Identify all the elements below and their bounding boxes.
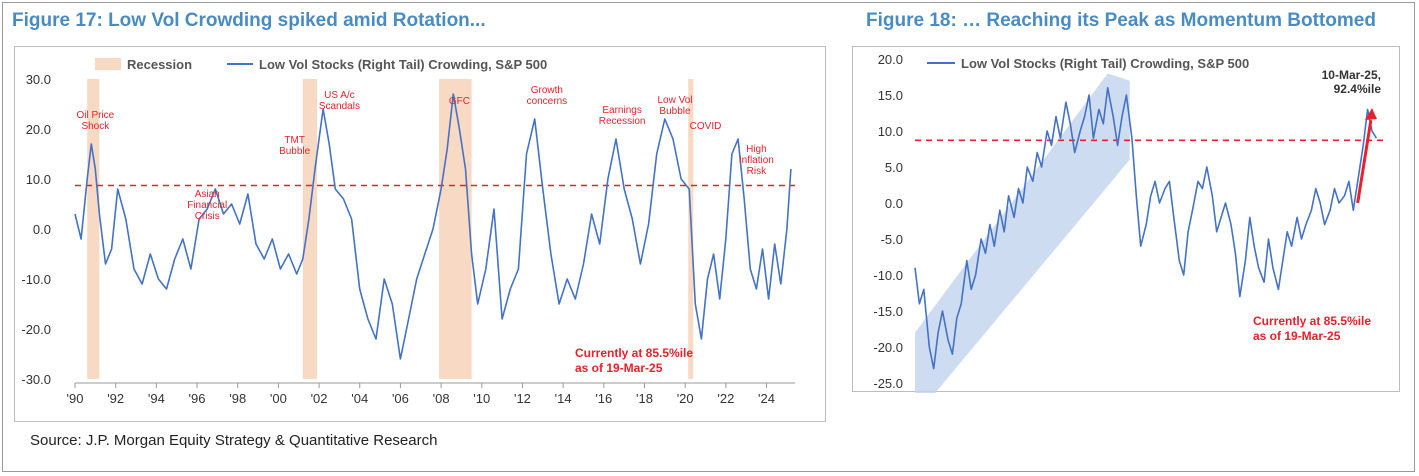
recession-band [439, 79, 472, 379]
x-tick-label: '92 [107, 391, 124, 406]
annotation-label: Scandals [319, 101, 360, 112]
annotation-label: Bubble [279, 146, 311, 157]
annotation-label: Asian [195, 189, 220, 200]
callout-label: as of 19-Mar-25 [1253, 329, 1341, 343]
annotation-label: Crisis [195, 211, 220, 222]
x-tick-label: '02 [311, 391, 328, 406]
annotation-label: Growth [531, 85, 563, 96]
y-tick-label: 10.0 [26, 172, 51, 187]
figure-18-title: Figure 18: … Reaching its Peak as Moment… [866, 10, 1376, 31]
x-tick-label: '06 [392, 391, 409, 406]
y-tick-label: 30.0 [26, 72, 51, 87]
x-tick-label: '96 [189, 391, 206, 406]
x-tick-label: '10 [473, 391, 490, 406]
legend-recession-label: Recession [127, 57, 192, 72]
peak-arrow-shaft [1356, 119, 1373, 204]
x-tick-label: '16 [595, 391, 612, 406]
x-tick-label: '24 [758, 391, 775, 406]
y-tick-label: -20.0 [21, 322, 51, 337]
callout-label: Currently at 85.5%ile [575, 346, 693, 360]
y-tick-label: -5.0 [881, 232, 903, 247]
x-tick-label: '12 [514, 391, 531, 406]
annotation-label: Oil Price [76, 110, 114, 121]
source-note: Source: J.P. Morgan Equity Strategy & Qu… [30, 432, 438, 449]
y-tick-label: 15.0 [878, 88, 903, 103]
x-tick-label: '18 [636, 391, 653, 406]
figure-17-title: Figure 17: Low Vol Crowding spiked amid … [12, 10, 486, 31]
x-tick-label: '00 [270, 391, 287, 406]
trend-band [915, 73, 1130, 393]
annotation-label: Inflation [739, 155, 774, 166]
annotation-label: Shock [81, 121, 110, 132]
chart-17: 30.0 20.0 10.0 0.0 -10.0 -20.0 -30.0 '90 '92 '94 '… [14, 46, 826, 422]
x-tick-label: '04 [351, 391, 368, 406]
y-tick-label: 20.0 [26, 122, 51, 137]
y-tick-label: -15.0 [873, 304, 903, 319]
chart-18-svg: 20.0 15.0 10.0 5.0 0.0 -5.0 -10.0 -15.0 -20.0 -25… [873, 52, 1383, 393]
peak-label: 10-Mar-25, [1322, 68, 1381, 82]
annotation-label: COVID [690, 121, 722, 132]
peak-arrow-head [1364, 107, 1377, 120]
y-tick-label: -10.0 [21, 272, 51, 287]
legend-series-label: Low Vol Stocks (Right Tail) Crowding, S&… [259, 57, 547, 72]
series-line [74, 93, 792, 360]
recession-band [302, 79, 318, 379]
y-tick-label: 0.0 [33, 222, 51, 237]
annotation-label: Earnings [602, 105, 641, 116]
legend-series-label: Low Vol Stocks (Right Tail) Crowding, S&… [961, 56, 1249, 71]
x-tick-label: '14 [555, 391, 572, 406]
x-tick-label: '22 [717, 391, 734, 406]
legend-recession-swatch [95, 58, 121, 70]
x-tick-label: '90 [67, 391, 84, 406]
callout-label: as of 19-Mar-25 [575, 361, 663, 375]
chart-18: 20.0 15.0 10.0 5.0 0.0 -5.0 -10.0 -15.0 -20.0 -25… [852, 46, 1400, 393]
y-tick-label: 5.0 [885, 160, 903, 175]
y-tick-label: 0.0 [885, 196, 903, 211]
peak-label: 92.4%ile [1334, 82, 1382, 96]
y-tick-label: 20.0 [878, 52, 903, 67]
annotation-label: Low Vol [657, 95, 692, 106]
series-line [914, 86, 1378, 370]
annotation-label: Bubble [659, 106, 691, 117]
annotation-label: Financial [187, 200, 227, 211]
chart-17-svg: 30.0 20.0 10.0 0.0 -10.0 -20.0 -30.0 '90 '92 '94 '… [21, 57, 795, 406]
annotation-label: US A/c [324, 90, 355, 101]
y-tick-label: -20.0 [873, 340, 903, 355]
annotation-label: High [746, 144, 767, 155]
annotation-label: concerns [527, 96, 568, 107]
x-tick-label: '98 [229, 391, 246, 406]
y-tick-label: 10.0 [878, 124, 903, 139]
callout-label: Currently at 85.5%ile [1253, 314, 1371, 328]
annotation-label: Risk [747, 166, 767, 177]
x-tick-label: '08 [433, 391, 450, 406]
x-tick-label: '20 [677, 391, 694, 406]
annotation-label: Recession [599, 116, 646, 127]
y-tick-label: -25.0 [873, 376, 903, 391]
y-tick-label: -30.0 [21, 372, 51, 387]
x-tick-label: '94 [148, 391, 165, 406]
annotation-label: GFC [449, 96, 470, 107]
annotation-label: TMT [284, 135, 305, 146]
y-tick-label: -10.0 [873, 268, 903, 283]
